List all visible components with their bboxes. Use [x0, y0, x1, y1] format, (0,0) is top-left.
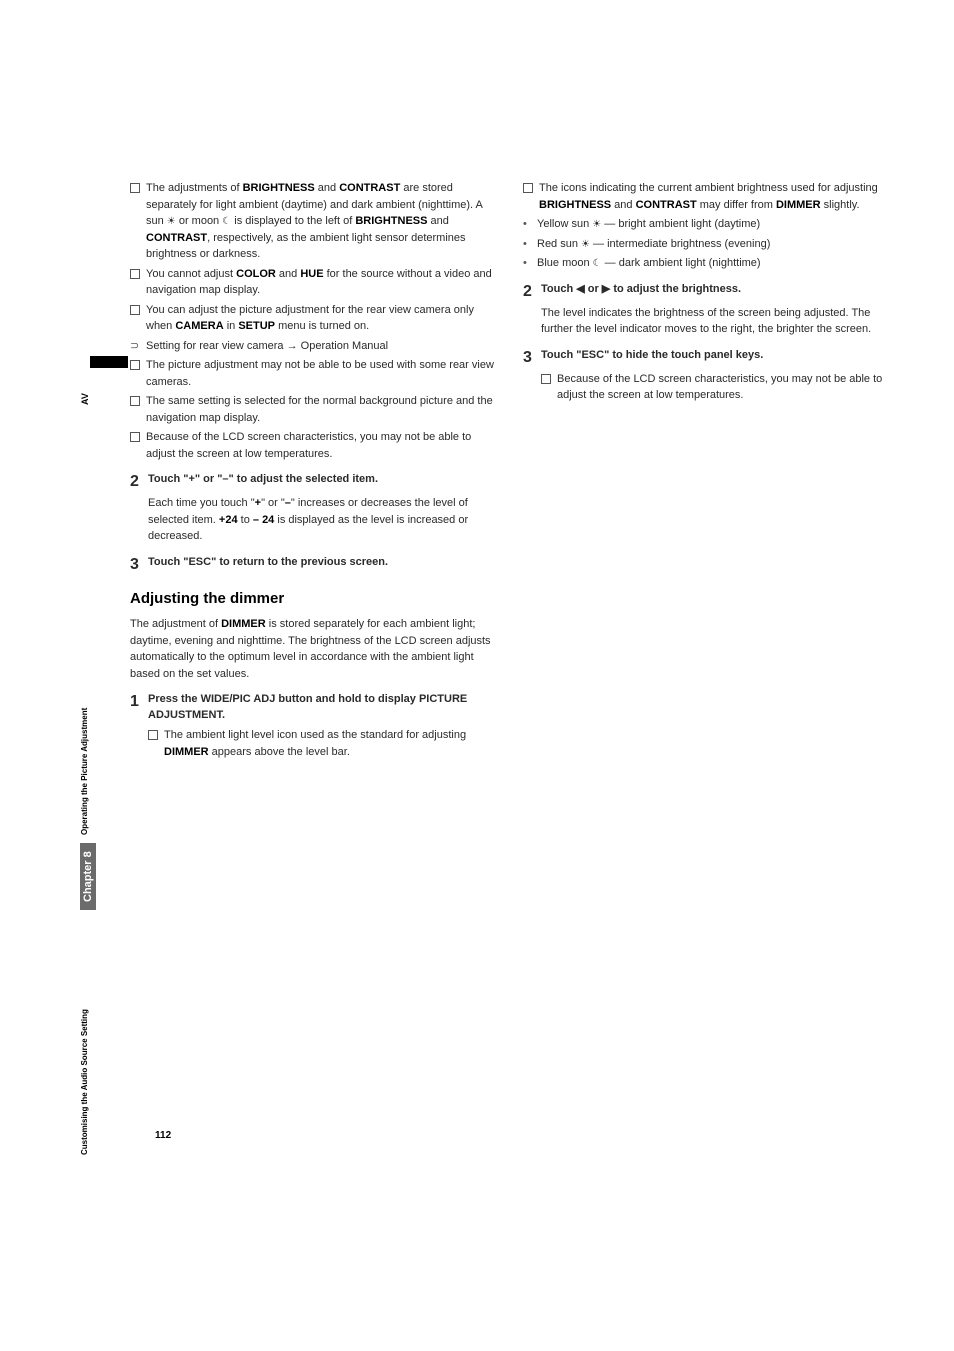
list-item: • Yellow sun — bright ambient light (day…	[523, 216, 888, 233]
page-number: 112	[155, 1130, 171, 1141]
dot-icon: •	[523, 236, 535, 253]
bullet-text: You cannot adjust COLOR and HUE for the …	[146, 266, 495, 299]
sidebar-label-operating: Operating the Picture Adjustment	[80, 708, 89, 835]
bullet-icon	[130, 269, 140, 279]
bullet-text: Setting for rear view camera → Operation…	[146, 338, 388, 355]
step-3: 3 Touch "ESC" to return to the previous …	[130, 555, 495, 574]
page-content: AV Operating the Picture Adjustment Chap…	[0, 180, 954, 763]
bullet-text: The same setting is selected for the nor…	[146, 393, 495, 426]
list-item: You cannot adjust COLOR and HUE for the …	[130, 266, 495, 299]
bullet-text: You can adjust the picture adjustment fo…	[146, 302, 495, 335]
right-column: The icons indicating the current ambient…	[523, 180, 888, 763]
step-2: 2 Touch ◀ or ▶ to adjust the brightness.	[523, 282, 888, 301]
list-item: ⊃ Setting for rear view camera → Operati…	[130, 338, 495, 355]
dot-icon: •	[523, 255, 535, 272]
sidebar-chapter-badge: Chapter 8	[80, 843, 96, 910]
list-item: Because of the LCD screen characteristic…	[130, 429, 495, 462]
left-column: The adjustments of BRIGHTNESS and CONTRA…	[130, 180, 495, 763]
moon-icon	[222, 215, 231, 227]
bullet-icon	[130, 432, 140, 442]
step-number: 1	[130, 692, 148, 723]
step-title: Touch "ESC" to return to the previous sc…	[148, 555, 388, 574]
sun-icon	[581, 238, 590, 250]
paragraph: The adjustment of DIMMER is stored separ…	[130, 616, 495, 682]
bullet-text: Red sun — intermediate brightness (eveni…	[537, 236, 770, 253]
list-item: • Blue moon — dark ambient light (nightt…	[523, 255, 888, 272]
step-number: 2	[523, 282, 541, 301]
bullet-text: Blue moon — dark ambient light (nighttim…	[537, 255, 761, 272]
bullet-text: The adjustments of BRIGHTNESS and CONTRA…	[146, 180, 495, 263]
list-item: • Red sun — intermediate brightness (eve…	[523, 236, 888, 253]
step-number: 3	[523, 348, 541, 367]
step-body: The level indicates the brightness of th…	[541, 305, 888, 338]
list-item: Because of the LCD screen characteristic…	[541, 371, 888, 404]
list-item: You can adjust the picture adjustment fo…	[130, 302, 495, 335]
list-item: The ambient light level icon used as the…	[148, 727, 495, 760]
step-title: Touch "+" or "–" to adjust the selected …	[148, 472, 378, 491]
sun-icon	[592, 218, 601, 230]
bullet-text: The picture adjustment may not be able t…	[146, 357, 495, 390]
list-item: The same setting is selected for the nor…	[130, 393, 495, 426]
sidebar-label-customising: Customising the Audio Source Setting	[80, 1009, 89, 1155]
bullet-icon	[148, 730, 158, 740]
sidebar-label-av: AV	[80, 393, 90, 405]
section-heading: Adjusting the dimmer	[130, 588, 495, 611]
list-item: The adjustments of BRIGHTNESS and CONTRA…	[130, 180, 495, 263]
bullet-icon	[130, 396, 140, 406]
bullet-icon	[541, 374, 551, 384]
sun-icon	[167, 215, 176, 227]
step-title: Press the WIDE/PIC ADJ button and hold t…	[148, 692, 495, 723]
arrow-icon: ⊃	[130, 338, 144, 355]
section-marker	[90, 356, 128, 368]
step-body: Each time you touch "+" or "–" increases…	[148, 495, 495, 545]
step-number: 3	[130, 555, 148, 574]
moon-icon	[593, 257, 602, 269]
list-item: The picture adjustment may not be able t…	[130, 357, 495, 390]
bullet-text: Because of the LCD screen characteristic…	[146, 429, 495, 462]
bullet-text: Yellow sun — bright ambient light (dayti…	[537, 216, 760, 233]
step-1: 1 Press the WIDE/PIC ADJ button and hold…	[130, 692, 495, 723]
bullet-icon	[130, 305, 140, 315]
bullet-text: The ambient light level icon used as the…	[164, 727, 495, 760]
step-2: 2 Touch "+" or "–" to adjust the selecte…	[130, 472, 495, 491]
content-columns: The adjustments of BRIGHTNESS and CONTRA…	[130, 180, 928, 763]
dot-icon: •	[523, 216, 535, 233]
bullet-icon	[130, 360, 140, 370]
step-number: 2	[130, 472, 148, 491]
bullet-icon	[523, 183, 533, 193]
bullet-icon	[130, 183, 140, 193]
step-3: 3 Touch "ESC" to hide the touch panel ke…	[523, 348, 888, 367]
step-title: Touch ◀ or ▶ to adjust the brightness.	[541, 282, 741, 301]
step-title: Touch "ESC" to hide the touch panel keys…	[541, 348, 763, 367]
sidebar: AV Operating the Picture Adjustment Chap…	[0, 180, 130, 763]
bullet-text: The icons indicating the current ambient…	[539, 180, 888, 213]
list-item: The icons indicating the current ambient…	[523, 180, 888, 213]
bullet-text: Because of the LCD screen characteristic…	[557, 371, 888, 404]
